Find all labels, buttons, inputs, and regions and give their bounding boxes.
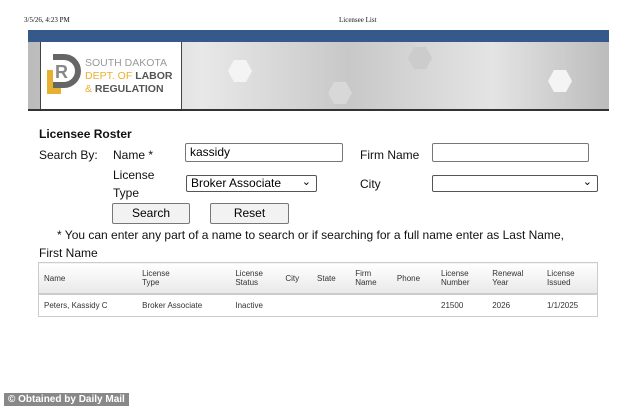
logo-line2b: LABOR xyxy=(135,70,173,82)
table-cell: Inactive xyxy=(235,301,263,310)
license-type-value: Broker Associate xyxy=(191,176,282,190)
table-cell: Broker Associate xyxy=(142,301,203,310)
header-text: License xyxy=(142,269,170,278)
header-text: Firm xyxy=(355,269,372,278)
name-label: Name * xyxy=(113,148,154,162)
reset-button[interactable]: Reset xyxy=(210,203,289,224)
license-type-label-2: Type xyxy=(113,186,140,200)
search-hint-cont: First Name xyxy=(39,246,98,260)
city-label: City xyxy=(360,177,381,191)
table-cell xyxy=(350,294,392,317)
firm-name-input[interactable] xyxy=(432,143,589,162)
column-header[interactable]: Name xyxy=(38,262,138,295)
table-cell: 21500 xyxy=(441,301,464,310)
header-text: Renewal xyxy=(492,269,524,278)
table-cell: Peters, Kassidy C xyxy=(44,301,108,310)
column-header[interactable]: Firm Name xyxy=(350,262,392,295)
column-header[interactable]: State xyxy=(312,262,351,295)
header-text: Status xyxy=(235,278,259,287)
name-input[interactable]: kassidy xyxy=(185,143,343,162)
header-text: Name xyxy=(44,273,66,283)
search-hint: * You can enter any part of a name to se… xyxy=(57,228,564,242)
search-button[interactable]: Search xyxy=(112,203,190,224)
print-title: Licensee List xyxy=(339,16,377,24)
search-by-label: Search By: xyxy=(39,148,98,162)
roster-heading: Licensee Roster xyxy=(39,127,132,141)
header-text: License xyxy=(441,269,469,278)
table-cell: 1/1/2025 xyxy=(546,301,579,310)
header-text: Phone xyxy=(396,273,421,283)
print-datetime: 3/5/26, 4:23 PM xyxy=(24,16,70,24)
license-type-select[interactable]: Broker Associate ⌄ xyxy=(186,175,317,192)
table-row[interactable]: Peters, Kassidy C Broker Associate Inactiv… xyxy=(39,294,598,317)
hexagon-background: R SOUTH DAKOTA DEPT. OF LABOR & REGULATI… xyxy=(28,42,609,111)
column-header[interactable]: License Issued xyxy=(541,262,598,295)
chevron-down-icon: ⌄ xyxy=(301,176,311,188)
header-text: State xyxy=(317,273,336,283)
header-text: City xyxy=(285,273,300,283)
table-cell xyxy=(280,294,312,317)
watermark: © Obtained by Daily Mail xyxy=(4,393,129,406)
firm-name-label: Firm Name xyxy=(360,148,420,162)
column-header[interactable]: City xyxy=(280,262,313,295)
city-select[interactable]: ⌄ xyxy=(432,175,598,192)
logo-line2a: DEPT. OF xyxy=(85,70,136,82)
table-cell xyxy=(312,294,350,317)
header-text: License xyxy=(235,269,263,278)
header-text: Name xyxy=(355,278,377,287)
column-header[interactable]: Phone xyxy=(391,262,437,295)
header-text: Issued xyxy=(546,278,571,287)
logo-line1: SOUTH DAKOTA xyxy=(85,57,168,69)
column-header[interactable]: Renewal Year xyxy=(487,262,542,295)
logo-line3a: & xyxy=(85,83,95,95)
header-text: Type xyxy=(142,278,160,287)
site-banner: R SOUTH DAKOTA DEPT. OF LABOR & REGULATI… xyxy=(28,30,609,112)
header-text: Year xyxy=(492,278,509,287)
column-header[interactable]: License Type xyxy=(137,262,231,295)
header-text: License xyxy=(546,269,575,278)
column-header[interactable]: License Number xyxy=(436,262,488,295)
logo-d-icon xyxy=(53,54,81,88)
banner-bar xyxy=(28,30,609,42)
sd-dlr-logo[interactable]: R SOUTH DAKOTA DEPT. OF LABOR & REGULATI… xyxy=(40,42,182,109)
logo-line3b: REGULATION xyxy=(94,83,164,95)
license-type-label-1: License xyxy=(113,168,155,182)
table-cell: 2026 xyxy=(492,301,511,310)
results-table: Name License Type License Status City State Fir… xyxy=(38,262,598,317)
header-text: Number xyxy=(441,278,470,287)
column-header[interactable]: License Status xyxy=(230,262,281,295)
table-cell xyxy=(392,294,436,317)
chevron-down-icon: ⌄ xyxy=(582,176,592,188)
